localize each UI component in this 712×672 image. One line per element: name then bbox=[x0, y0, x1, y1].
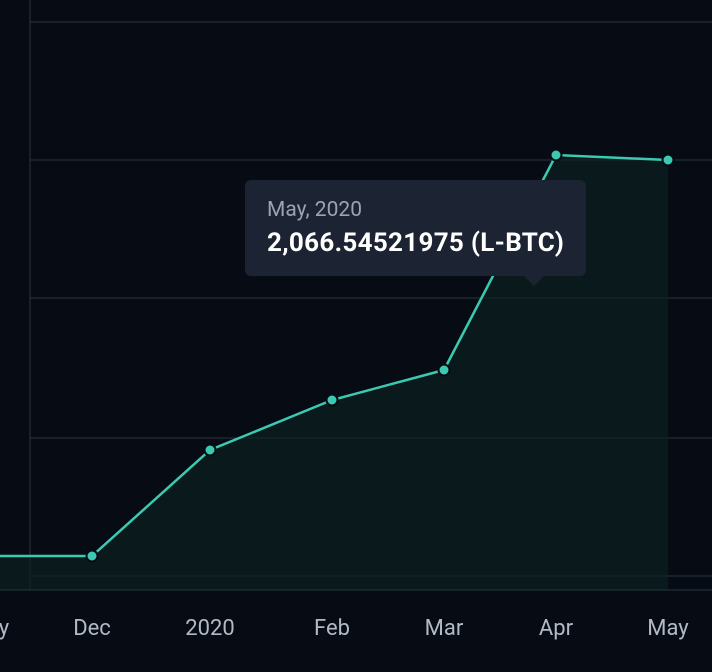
x-axis-label: 2020 bbox=[185, 616, 234, 641]
line-chart[interactable]: yDec2020FebMarAprMay May, 2020 2,066.545… bbox=[0, 0, 712, 668]
x-axis-label: Apr bbox=[539, 616, 573, 641]
data-point-marker[interactable] bbox=[663, 155, 674, 166]
chart-svg bbox=[0, 0, 712, 668]
data-point-marker[interactable] bbox=[439, 365, 450, 376]
chart-area-fill bbox=[0, 155, 668, 590]
data-point-marker[interactable] bbox=[205, 445, 216, 456]
x-axis-label: Feb bbox=[314, 616, 350, 641]
x-axis-label: May bbox=[647, 616, 688, 641]
data-point-marker[interactable] bbox=[327, 395, 338, 406]
data-point-marker[interactable] bbox=[87, 551, 98, 562]
x-axis-label: Mar bbox=[425, 616, 464, 641]
x-axis-label: Dec bbox=[73, 616, 111, 641]
x-axis-labels: y Dec 2020 Feb Mar Apr May bbox=[0, 616, 712, 646]
x-axis-label: y bbox=[0, 616, 9, 641]
data-point-marker[interactable] bbox=[551, 150, 562, 161]
